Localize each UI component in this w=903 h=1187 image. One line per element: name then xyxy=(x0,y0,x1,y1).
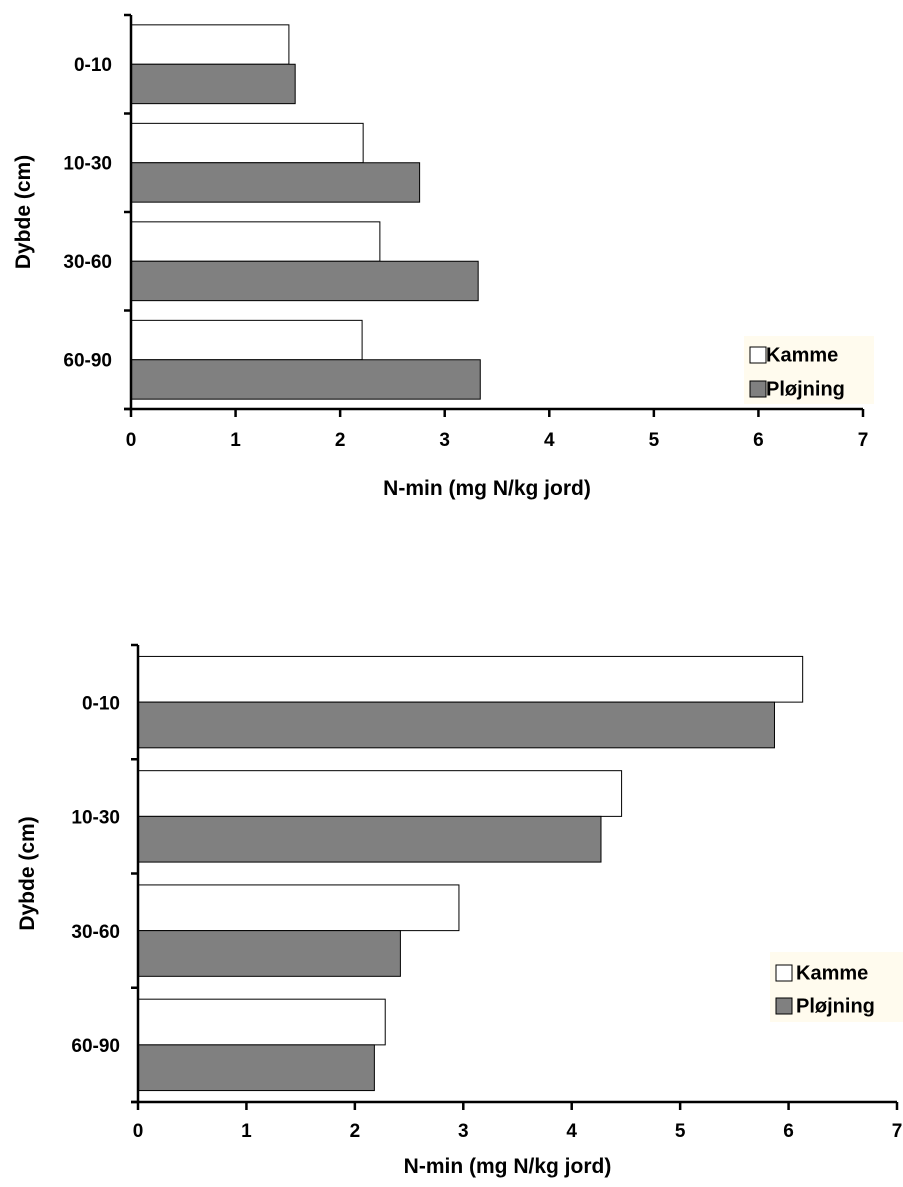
chart2-x-tick-label: 0 xyxy=(133,1121,144,1142)
chart2-legend-label-kamme: Kamme xyxy=(796,962,868,984)
chart2-bar-ploejning-0-10 xyxy=(137,701,775,749)
chart2-x-tick-label: 7 xyxy=(892,1121,903,1142)
chart1-x-tick-label: 7 xyxy=(858,430,869,451)
chart2-bar-ploejning-60-90 xyxy=(137,1044,375,1092)
chart2-x-tick-label: 1 xyxy=(241,1121,252,1142)
chart1-bar-kamme-0-10 xyxy=(130,24,290,65)
chart2-bar-kamme-10-30 xyxy=(137,770,623,817)
chart2-bar-kamme-30-60 xyxy=(137,884,460,932)
chart2-x-tick-label: 2 xyxy=(350,1121,361,1142)
chart1-x-tick-label: 0 xyxy=(126,430,137,451)
chart2-x-tick-label: 4 xyxy=(566,1121,577,1142)
chart1-bar-ploejning-0-10 xyxy=(130,63,296,105)
chart2-bar-kamme-0-10 xyxy=(137,655,804,703)
chart1-bar-kamme-30-60 xyxy=(130,221,381,262)
chart1-x-tick-label: 2 xyxy=(335,430,346,451)
chart2-bar-ploejning-30-60 xyxy=(137,930,401,977)
chart1-legend-label-kamme: Kamme xyxy=(766,344,838,366)
chart1-x-axis-title: N-min (mg N/kg jord) xyxy=(383,477,591,500)
chart2-x-axis-title: N-min (mg N/kg jord) xyxy=(404,1155,612,1178)
chart1-category-label: 0-10 xyxy=(74,55,112,76)
chart2-category-label: 0-10 xyxy=(82,693,120,714)
chart2-category-label: 30-60 xyxy=(71,922,120,943)
chart1-bar-kamme-10-30 xyxy=(130,122,364,164)
chart2-legend-swatch-ploejning xyxy=(775,997,793,1015)
chart2-bar-kamme-60-90 xyxy=(137,998,386,1046)
chart1-x-tick-label: 6 xyxy=(753,430,764,451)
chart1-bar-ploejning-10-30 xyxy=(130,162,421,203)
chart1-legend-swatch-ploejning xyxy=(749,380,767,398)
chart2-category-label: 10-30 xyxy=(71,808,120,829)
chart1-legend-swatch-kamme xyxy=(749,346,767,364)
chart2-bar-ploejning-10-30 xyxy=(137,815,602,863)
chart2-y-axis-title: Dybde (cm) xyxy=(16,816,39,930)
chart1-category-label: 30-60 xyxy=(63,252,112,273)
chart1-x-tick-label: 4 xyxy=(544,430,555,451)
chart2-category-label: 60-90 xyxy=(71,1036,120,1057)
chart1-x-tick-label: 5 xyxy=(649,430,660,451)
chart1-bar-ploejning-30-60 xyxy=(130,260,479,302)
chart1-y-axis-title: Dybde (cm) xyxy=(12,155,35,269)
chart1-category-label: 10-30 xyxy=(63,154,112,175)
chart1-category-label: 60-90 xyxy=(63,351,112,372)
chart1-x-tick-label: 3 xyxy=(439,430,450,451)
chart1-legend-label-ploejning: Pløjning xyxy=(766,378,845,400)
chart2-x-tick-label: 6 xyxy=(783,1121,794,1142)
chart2-x-tick-label: 3 xyxy=(458,1121,469,1142)
chart2-legend-label-ploejning: Pløjning xyxy=(796,995,875,1017)
chart1-bar-kamme-60-90 xyxy=(130,319,363,361)
chart2-legend-swatch-kamme xyxy=(775,964,793,982)
chart1-bar-ploejning-60-90 xyxy=(130,359,481,400)
chart2-x-tick-label: 5 xyxy=(675,1121,686,1142)
chart1-x-tick-label: 1 xyxy=(230,430,241,451)
